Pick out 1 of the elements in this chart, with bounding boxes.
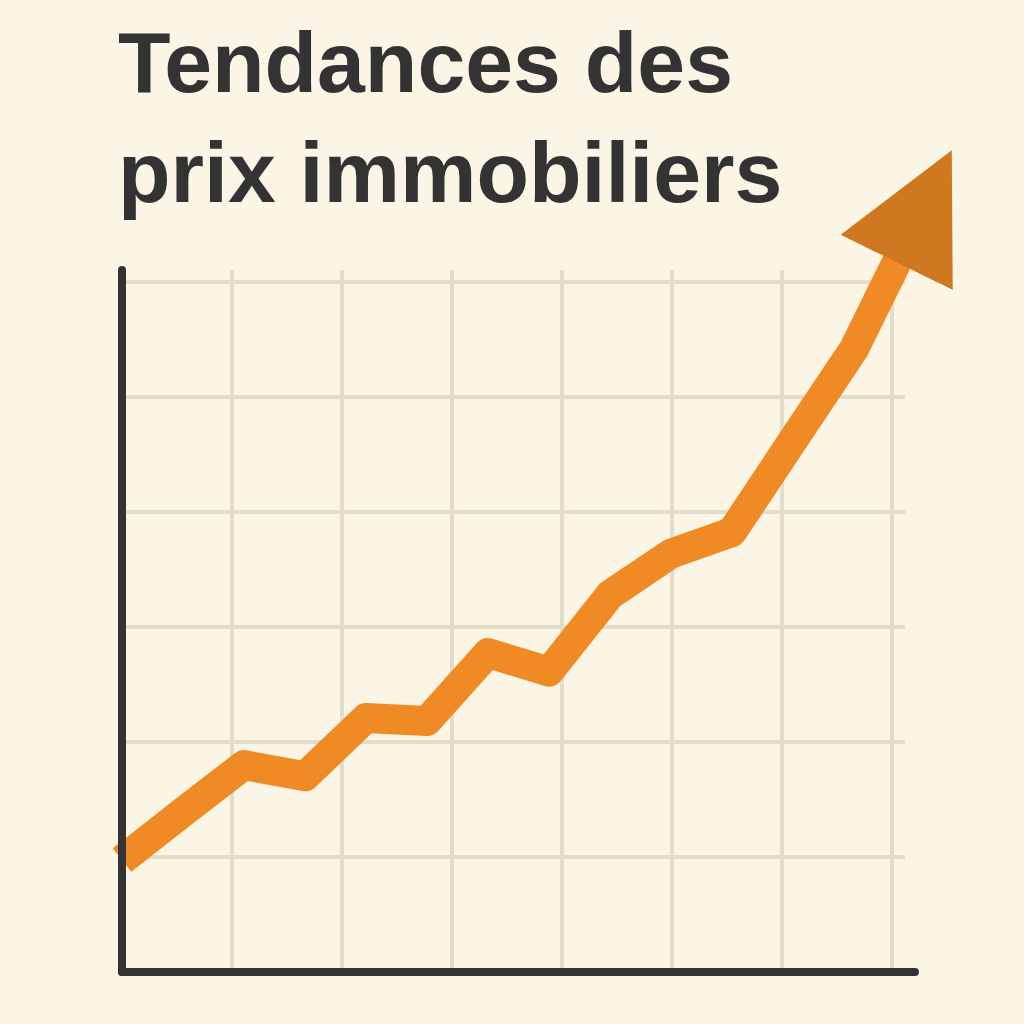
chart-title: Tendances des prix immobiliers: [118, 14, 783, 220]
